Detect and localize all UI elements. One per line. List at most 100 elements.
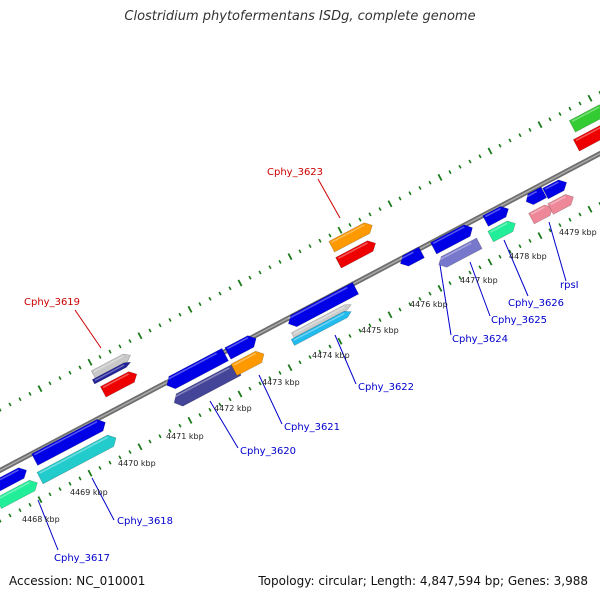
leader-cphy-3618 [91, 477, 115, 521]
tick-mark [178, 423, 182, 428]
tick-mark [587, 205, 593, 213]
gene-arrow-rpsi[interactable] [547, 192, 577, 215]
gene-arrow-3618a[interactable] [31, 417, 109, 466]
gene-arrow-3624a[interactable] [398, 246, 425, 269]
tick-mark [98, 354, 102, 359]
tick-mark [287, 253, 293, 261]
tick-mark [578, 101, 582, 106]
tick-mark [418, 185, 422, 190]
tick-mark [228, 397, 232, 402]
tick-mark [248, 275, 252, 280]
tick-mark [118, 455, 122, 460]
gene-arrow-top-green[interactable] [568, 102, 600, 133]
gene-arrow-3621a[interactable] [224, 333, 259, 360]
tick-mark [278, 370, 282, 375]
tick-mark [158, 434, 162, 439]
tick-mark [337, 226, 343, 234]
gene-label-cphy-3624[interactable]: Cphy_3624 [452, 334, 508, 345]
gene-label-cphy-3621[interactable]: Cphy_3621 [284, 422, 340, 433]
tick-mark [518, 244, 522, 249]
tick-mark [537, 121, 543, 129]
gene-arrow-rpsi-a-sheen [544, 181, 559, 190]
gene-label-cphy-3622[interactable]: Cphy_3622 [358, 382, 414, 393]
tick-mark [548, 228, 552, 233]
gene-arrow-3625a[interactable] [482, 204, 512, 227]
tick-mark [68, 481, 72, 486]
gene-arrow-3618[interactable] [36, 432, 119, 485]
tick-mark [178, 312, 182, 317]
tick-mark [558, 223, 562, 228]
gene-arrow-top-green-sheen [571, 106, 600, 123]
leader-cphy-3621 [258, 374, 283, 425]
kbp-label: 4479 kbp [559, 228, 597, 237]
gene-arrow-3624[interactable] [430, 222, 476, 255]
gene-arrow-3626[interactable] [528, 202, 556, 225]
tick-mark [478, 154, 482, 159]
tick-mark [168, 317, 172, 322]
gene-arrow-3623-sheen [337, 242, 368, 259]
map-title: Clostridium phytofermentans ISDg, comple… [124, 9, 476, 24]
tick-mark [437, 284, 443, 292]
tick-mark [128, 450, 132, 455]
tick-mark [187, 416, 193, 424]
gene-arrow-3625[interactable] [487, 218, 518, 243]
tick-mark [487, 147, 493, 155]
tick-mark [148, 328, 152, 333]
gene-arrow-top-red-sheen [575, 125, 600, 142]
tick-mark [428, 291, 432, 296]
tick-mark [168, 428, 172, 433]
gene-arrow-top-red[interactable] [572, 121, 600, 152]
leader-cphy-3623 [317, 178, 341, 219]
gene-label-cphy-3625[interactable]: Cphy_3625 [491, 315, 547, 326]
gene-arrow-3622[interactable] [290, 308, 353, 346]
tick-mark [228, 286, 232, 291]
tick-mark [437, 173, 443, 181]
tick-mark [48, 381, 52, 386]
gene-label-cphy-3626[interactable]: Cphy_3626 [508, 298, 564, 309]
gene-arrow-3620a-sheen [165, 352, 218, 381]
gene-arrow-3619[interactable] [99, 369, 139, 398]
tick-mark [587, 94, 593, 102]
gene-arrow-3621[interactable] [230, 348, 267, 377]
kbp-label: 4477 kbp [460, 276, 498, 285]
tick-mark [458, 164, 462, 169]
gene-arrow-3617a[interactable] [0, 465, 29, 496]
leader-rpsi [548, 221, 567, 282]
kbp-label: 4478 kbp [509, 252, 547, 261]
tick-mark [58, 376, 62, 381]
gene-arrow-3624b[interactable] [436, 237, 483, 270]
tick-mark [37, 496, 43, 504]
gene-arrow-3622-grey[interactable] [291, 302, 352, 339]
tick-mark [418, 296, 422, 301]
tick-mark [468, 159, 472, 164]
gene-arrow-3623[interactable] [335, 238, 379, 269]
gene-arrow-3620a[interactable] [164, 347, 229, 391]
kbp-label: 4471 kbp [166, 432, 204, 441]
gene-arrow-3619-sheen [102, 373, 130, 389]
tick-mark [528, 238, 532, 243]
gene-arrow-rpsi-a[interactable] [542, 177, 570, 200]
tick-mark [258, 381, 262, 386]
gene-label-cphy-3623[interactable]: Cphy_3623 [267, 167, 323, 178]
gene-label-rpsi[interactable]: rpsI [560, 280, 579, 291]
gene-arrow-3623a[interactable] [328, 220, 375, 253]
tick-mark [568, 217, 572, 222]
gene-arrow-3626a[interactable] [523, 186, 548, 207]
tick-mark [348, 333, 352, 338]
gene-label-cphy-3618[interactable]: Cphy_3618 [117, 516, 173, 527]
gene-arrow-3617-sheen [0, 481, 30, 500]
gene-label-cphy-3619[interactable]: Cphy_3619 [24, 297, 80, 308]
gene-arrow-3619-dark[interactable] [91, 360, 132, 385]
gene-label-cphy-3617[interactable]: Cphy_3617 [54, 553, 110, 564]
tick-mark [548, 117, 552, 122]
tick-mark [208, 407, 212, 412]
gene-arrow-3619-grey[interactable] [90, 351, 132, 380]
gene-arrow-3622a[interactable] [285, 282, 360, 330]
tick-mark [448, 281, 452, 286]
tick-mark [368, 212, 372, 217]
gene-arrow-3617[interactable] [0, 477, 40, 509]
leader-cphy-3617 [37, 499, 59, 551]
gene-label-cphy-3620[interactable]: Cphy_3620 [240, 446, 296, 457]
tick-mark [278, 259, 282, 264]
